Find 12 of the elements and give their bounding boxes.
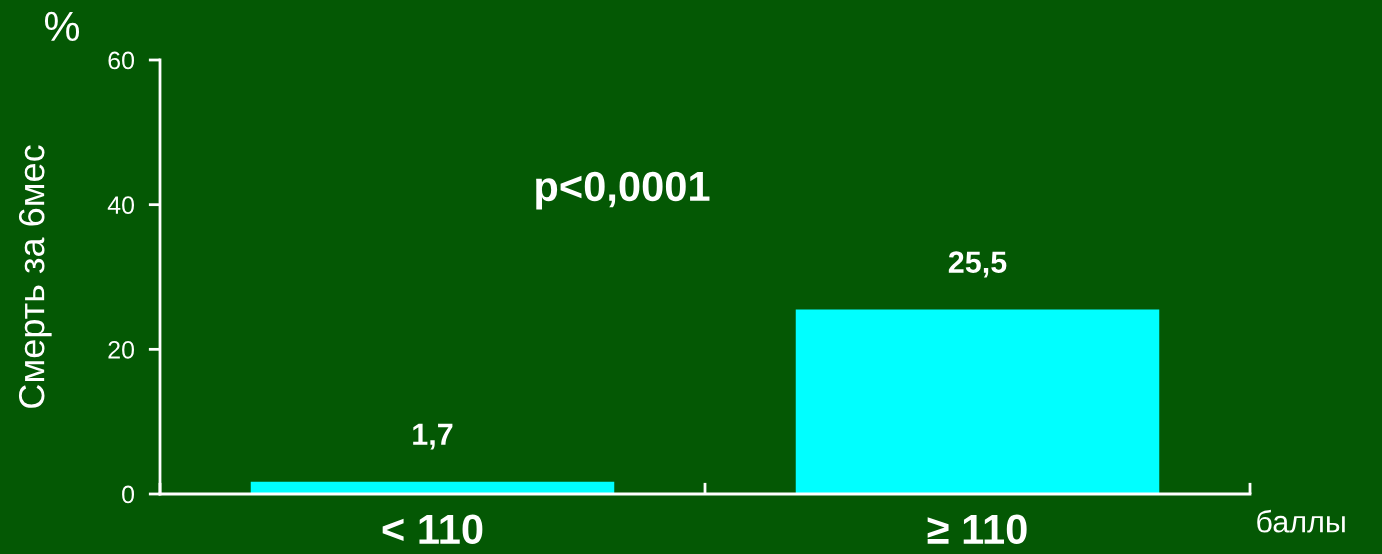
y-tick-label: 40 [107, 196, 135, 214]
x-axis-title: баллы [1257, 509, 1345, 533]
y-axis-title: Смерть за 6мес [18, 145, 52, 408]
y-tick-label: 0 [122, 485, 135, 504]
text: % [44, 11, 80, 42]
annotation: p<0,0001 [536, 171, 710, 210]
x-tick-label: ≥ 110 [927, 514, 1027, 545]
y-tick-label: 60 [108, 51, 135, 70]
data-label: 1,7 [413, 423, 453, 450]
data-label: 25,5 [948, 251, 1007, 278]
x-tick-label: < 110 [382, 514, 483, 545]
y-tick-label: 20 [108, 340, 135, 359]
